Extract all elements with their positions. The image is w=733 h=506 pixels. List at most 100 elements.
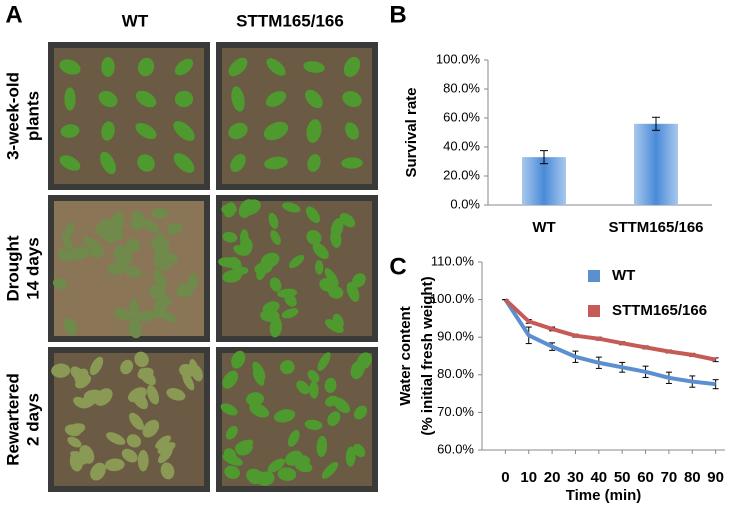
plant xyxy=(273,409,296,423)
plant xyxy=(106,432,126,445)
plant xyxy=(220,403,238,416)
plant xyxy=(307,154,321,172)
plant xyxy=(277,288,298,298)
plant xyxy=(324,377,337,393)
plant xyxy=(135,310,158,322)
plant xyxy=(120,359,134,375)
plant xyxy=(101,57,115,77)
x-tick-label: 50 xyxy=(614,469,631,486)
x-tick-label: 30 xyxy=(567,469,584,486)
plant xyxy=(69,246,91,261)
plant xyxy=(306,119,322,143)
plant xyxy=(246,392,265,407)
plant xyxy=(248,470,265,485)
plant xyxy=(235,440,253,456)
plant xyxy=(67,436,82,448)
plant xyxy=(173,153,195,173)
row-label: Drought xyxy=(3,235,22,301)
plant xyxy=(59,155,81,171)
plant xyxy=(321,461,339,479)
plant xyxy=(304,419,323,431)
plant xyxy=(238,199,255,218)
plant xyxy=(174,90,194,108)
plant xyxy=(121,448,138,463)
plant xyxy=(135,90,157,108)
plant xyxy=(252,369,265,386)
plant xyxy=(151,207,169,219)
plant xyxy=(223,448,237,462)
row-label: 3-week-old xyxy=(3,72,22,160)
plant xyxy=(66,423,86,435)
panel-letter: A xyxy=(5,1,22,28)
plant xyxy=(154,305,167,319)
x-tick-label: 70 xyxy=(661,469,678,486)
y-axis-title: Survival rate xyxy=(403,87,420,177)
x-tick-label: 80 xyxy=(684,469,701,486)
plant xyxy=(52,278,68,290)
plant xyxy=(306,230,322,245)
plant xyxy=(160,462,175,480)
plant xyxy=(316,435,328,458)
plant xyxy=(107,265,124,275)
plant xyxy=(134,351,149,368)
plant xyxy=(104,458,125,472)
plant xyxy=(287,429,300,447)
y-tick-label: 80.0% xyxy=(443,80,480,95)
plant xyxy=(277,467,297,481)
plant xyxy=(74,368,89,384)
plant xyxy=(222,370,239,389)
plant xyxy=(57,247,72,262)
plant xyxy=(89,244,105,259)
plant xyxy=(228,57,248,77)
plant xyxy=(327,411,341,427)
plant xyxy=(312,242,329,260)
series-line xyxy=(504,298,717,362)
plant xyxy=(343,56,361,78)
row-label: plants xyxy=(23,91,42,141)
plant xyxy=(288,254,305,269)
plant xyxy=(137,57,155,77)
plant xyxy=(254,262,273,275)
y-tick-label: 70.0% xyxy=(437,404,474,419)
plant xyxy=(126,434,142,448)
plant xyxy=(100,151,116,175)
plant xyxy=(270,230,281,245)
column-header: STTM165/166 xyxy=(236,11,344,30)
x-tick-label: 90 xyxy=(707,469,724,486)
column-header: WT xyxy=(122,11,149,30)
plant xyxy=(225,425,238,440)
y-tick-label: 90.0% xyxy=(437,329,474,344)
plant xyxy=(230,154,246,172)
plant xyxy=(222,231,238,243)
plant xyxy=(309,381,319,399)
y-tick-label: 100.0% xyxy=(430,291,475,306)
plant xyxy=(130,214,146,230)
plant xyxy=(137,449,149,472)
plant xyxy=(228,122,248,140)
plant xyxy=(346,282,360,302)
plant xyxy=(223,202,237,218)
legend-swatch xyxy=(588,305,600,317)
plant xyxy=(153,269,167,290)
plant xyxy=(137,367,154,380)
y-tick-label: 60.0% xyxy=(443,109,480,124)
plant xyxy=(249,403,270,418)
plant xyxy=(317,352,331,371)
plant xyxy=(303,61,325,73)
legend-label: STTM165/166 xyxy=(612,302,707,319)
plant xyxy=(95,218,114,235)
plant xyxy=(173,121,195,141)
y-tick-label: 20.0% xyxy=(443,167,480,182)
plant xyxy=(341,157,363,169)
plant xyxy=(94,388,113,406)
series-line xyxy=(503,298,716,387)
plant xyxy=(142,219,160,233)
plant xyxy=(129,412,144,430)
plant xyxy=(345,122,359,140)
y-tick-label: 110.0% xyxy=(431,253,475,268)
plant xyxy=(125,238,140,253)
plant xyxy=(325,319,344,334)
y-tick-label: 0.0% xyxy=(450,196,480,211)
plant xyxy=(342,90,362,108)
